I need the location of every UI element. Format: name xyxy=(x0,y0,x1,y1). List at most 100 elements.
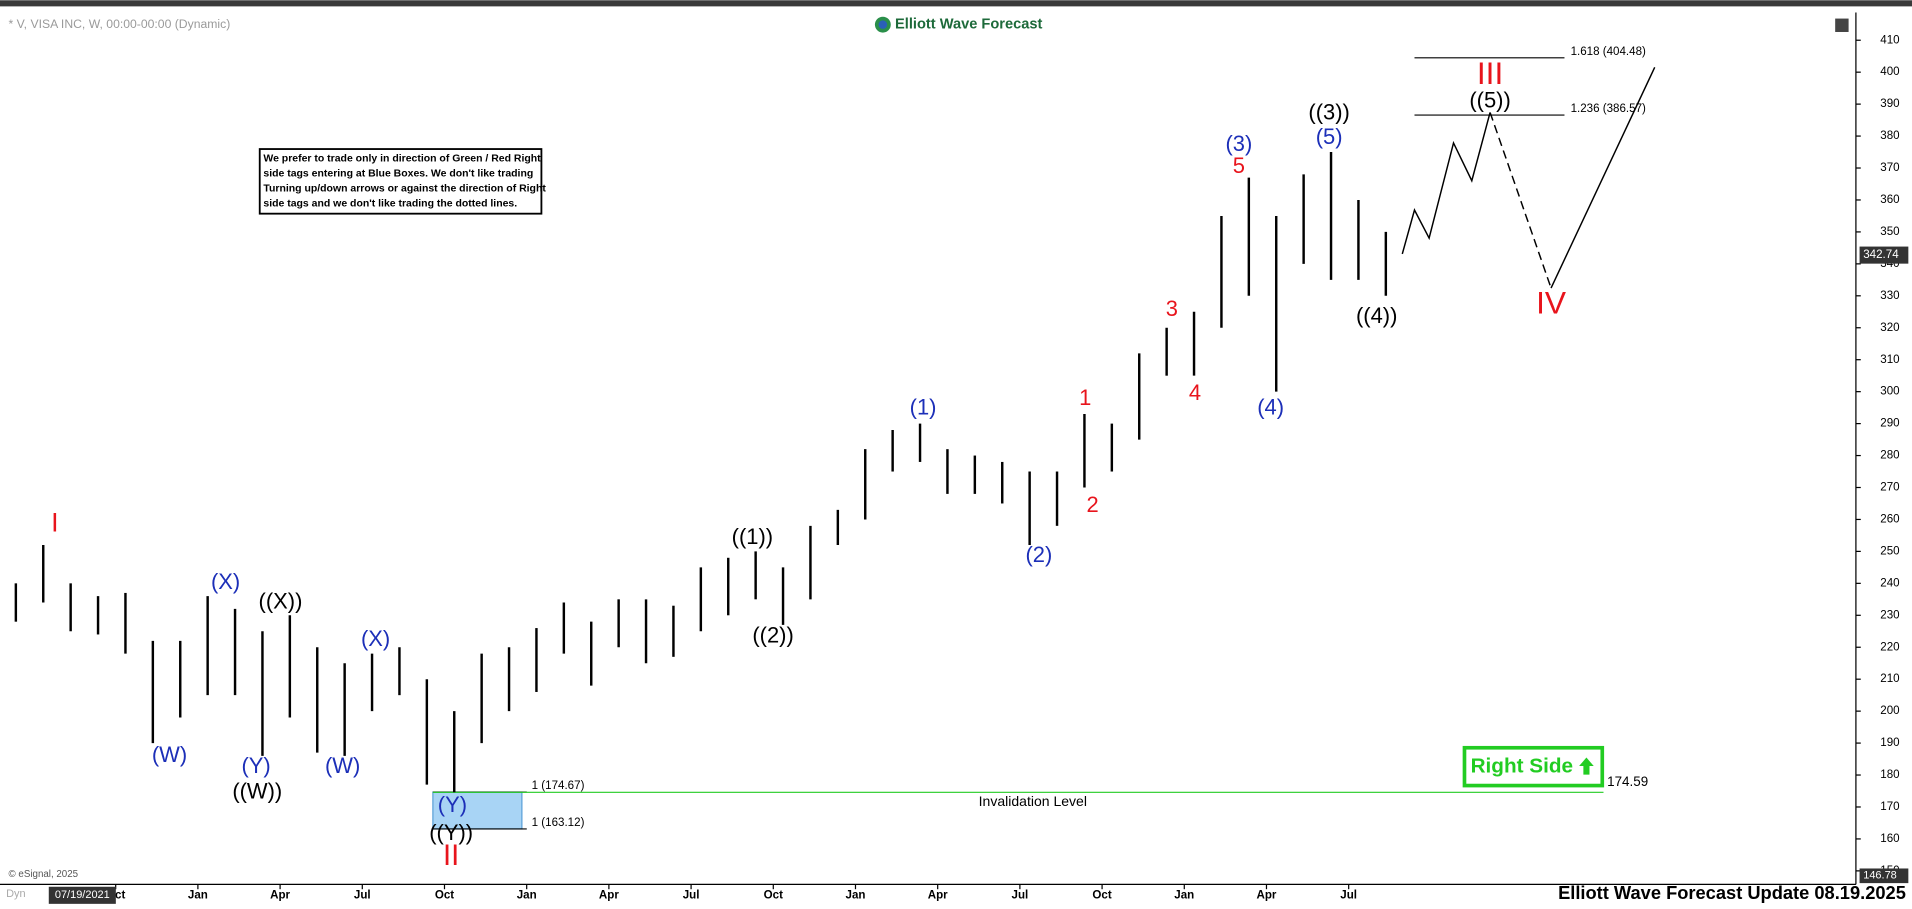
wave-label: ((4)) xyxy=(1356,303,1397,328)
wave-label: (W) xyxy=(325,753,360,778)
up-arrow-icon xyxy=(1579,757,1594,775)
wave-label: ((2)) xyxy=(752,623,793,648)
y-tick-label: 310 xyxy=(1880,354,1899,366)
wave-label: ((5)) xyxy=(1469,87,1510,112)
x-tick-label: Oct xyxy=(1092,889,1111,901)
y-tick-label: 280 xyxy=(1880,450,1899,462)
y-tick-label: 160 xyxy=(1880,833,1899,845)
wave-label: ((W)) xyxy=(232,779,282,804)
x-tick-label: Jan xyxy=(1174,889,1194,901)
x-tick-label: Oct xyxy=(435,889,454,901)
window-icon[interactable] xyxy=(1835,18,1849,32)
y-tick-label: 380 xyxy=(1880,130,1899,142)
cursor-date-box xyxy=(48,886,116,904)
copyright: © eSignal, 2025 xyxy=(9,869,79,880)
axis-min-box xyxy=(1859,868,1909,884)
wave-label: 1 xyxy=(1079,385,1091,410)
wave-label: (Y) xyxy=(241,753,270,778)
y-tick-label: 320 xyxy=(1880,322,1899,334)
wave-label: (5) xyxy=(1316,124,1343,149)
y-tick-label: 390 xyxy=(1880,98,1899,110)
projection-dashed xyxy=(1489,112,1552,289)
y-tick-label: 200 xyxy=(1880,705,1899,717)
y-tick-label: 260 xyxy=(1880,514,1899,526)
y-tick-label: 400 xyxy=(1880,66,1899,78)
wave-label: 3 xyxy=(1166,296,1178,321)
y-tick-label: 300 xyxy=(1880,386,1899,398)
wave-label: (2) xyxy=(1026,542,1053,567)
x-tick-label: Jul xyxy=(1340,889,1357,901)
last-price-label: 342.74 xyxy=(1863,249,1899,261)
cursor-date: 07/19/2021 xyxy=(55,889,110,901)
x-tick-label: Jan xyxy=(188,889,208,901)
note-line: Turning up/down arrows or against the di… xyxy=(263,184,546,195)
wave-label: II xyxy=(443,840,459,872)
x-tick-label: Jul xyxy=(354,889,371,901)
y-tick-label: 370 xyxy=(1880,162,1899,174)
top-bar xyxy=(0,0,1912,7)
invalidation-price: 174.59 xyxy=(1607,774,1648,789)
y-tick-label: 210 xyxy=(1880,673,1899,685)
x-tick-label: Oct xyxy=(764,889,783,901)
wave-label: (X) xyxy=(361,626,390,651)
x-tick-label: Jul xyxy=(1012,889,1029,901)
wave-label: (Y) xyxy=(438,792,467,817)
y-tick-label: 170 xyxy=(1880,801,1899,813)
x-tick-label: Jan xyxy=(846,889,866,901)
last-price-box xyxy=(1859,246,1909,264)
wave-label: ((3)) xyxy=(1308,99,1349,124)
fib-label: 1.618 (404.48) xyxy=(1571,46,1646,58)
x-tick-label: Apr xyxy=(270,889,290,901)
wave-label: (4) xyxy=(1257,395,1284,420)
y-tick-label: 360 xyxy=(1880,194,1899,206)
y-tick-label: 180 xyxy=(1880,769,1899,781)
y-tick-label: 240 xyxy=(1880,577,1899,589)
note-line: side tags and we don't like trading the … xyxy=(263,199,517,210)
fib-label: 1 (174.67) xyxy=(532,780,585,792)
x-tick-label: Jan xyxy=(517,889,537,901)
y-tick-label: 220 xyxy=(1880,641,1899,653)
y-tick-label: 230 xyxy=(1880,609,1899,621)
wave-label: 2 xyxy=(1086,492,1098,517)
wave-label: (1) xyxy=(910,395,937,420)
right-side-tag xyxy=(1462,745,1605,788)
projection-path xyxy=(1401,112,1491,255)
wave-label: III xyxy=(1477,55,1503,91)
y-tick-label: 190 xyxy=(1880,737,1899,749)
projection-path xyxy=(1550,67,1656,289)
y-tick-label: 250 xyxy=(1880,545,1899,557)
logo-icon-inner xyxy=(878,20,888,29)
fib-label: 1.236 (386.57) xyxy=(1571,103,1646,115)
note-box xyxy=(258,148,543,215)
footer-title: Elliott Wave Forecast Update 08.19.2025 xyxy=(1558,882,1906,903)
wave-label: (3) xyxy=(1225,131,1252,156)
wave-label: (X) xyxy=(211,569,240,594)
y-tick-label: 270 xyxy=(1880,482,1899,494)
wave-label: IV xyxy=(1536,285,1566,321)
x-tick-label: Apr xyxy=(1257,889,1277,901)
axis-min-label: 146.78 xyxy=(1863,870,1897,882)
wave-label: ((X)) xyxy=(259,588,303,613)
x-tick-label: Jul xyxy=(683,889,700,901)
wave-label: ((1)) xyxy=(732,524,773,549)
logo-text: Elliott Wave Forecast xyxy=(895,17,1043,33)
note-line: side tags entering at Blue Boxes. We don… xyxy=(263,169,533,180)
x-tick-label: Apr xyxy=(599,889,619,901)
wave-label: I xyxy=(51,508,58,538)
x-tick-label: Apr xyxy=(928,889,948,901)
wave-label: ((Y)) xyxy=(429,820,473,845)
dyn-label: Dyn xyxy=(6,888,26,900)
symbol-title: * V, VISA INC, W, 00:00-00:00 (Dynamic) xyxy=(9,17,231,31)
y-tick-label: 350 xyxy=(1880,226,1899,238)
wave-label: 4 xyxy=(1189,380,1201,405)
wave-label: 5 xyxy=(1233,153,1245,178)
wave-label: (W) xyxy=(152,742,187,767)
fib-label: 1 (163.12) xyxy=(532,817,585,829)
note-line: We prefer to trade only in direction of … xyxy=(263,154,541,165)
invalidation-label: Invalidation Level xyxy=(979,793,1087,809)
y-tick-label: 330 xyxy=(1880,290,1899,302)
y-tick-label: 290 xyxy=(1880,418,1899,430)
right-side-text: Right Side xyxy=(1471,755,1573,778)
